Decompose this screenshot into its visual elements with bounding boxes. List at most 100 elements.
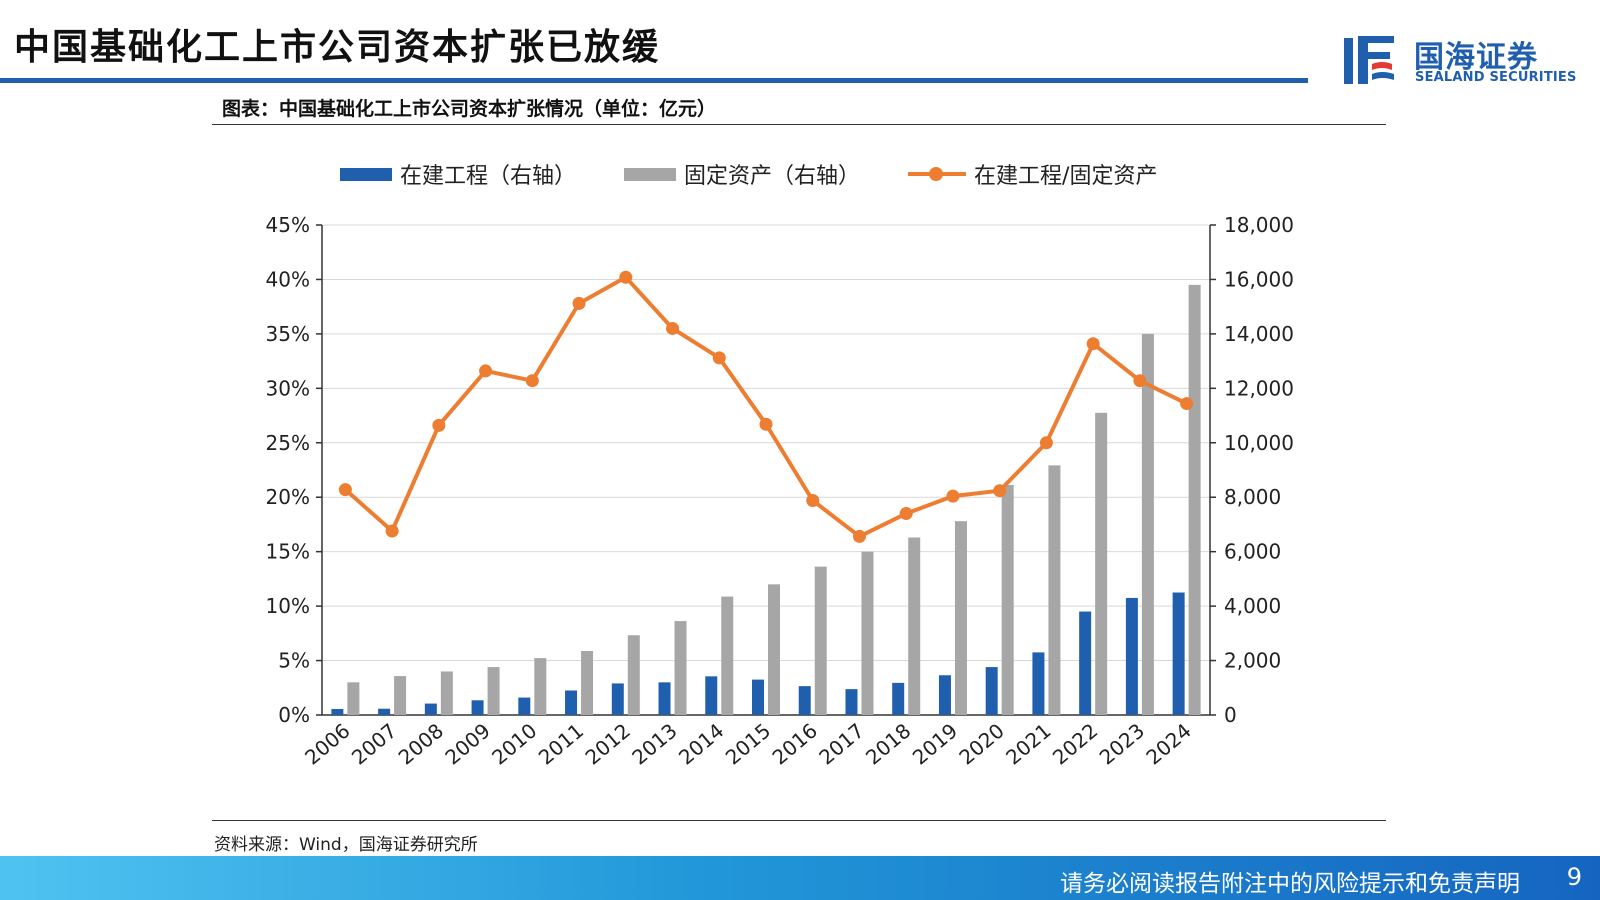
bar-construction <box>938 675 951 715</box>
bar-construction <box>1125 597 1138 715</box>
caption-divider <box>212 124 1386 125</box>
bar-fixed-assets <box>581 651 594 715</box>
footer-bar: 请务必阅读报告附注中的风险提示和免责声明 9 <box>0 856 1600 900</box>
x-axis-label: 2023 <box>1095 718 1149 769</box>
bar-construction <box>985 667 998 715</box>
ratio-point <box>946 489 960 503</box>
ratio-point <box>852 529 866 543</box>
bar-construction <box>611 683 624 715</box>
bar-fixed-assets <box>674 621 687 715</box>
bar-fixed-assets <box>1095 412 1108 715</box>
x-axis-label: 2020 <box>954 718 1008 769</box>
x-axis-label: 2022 <box>1048 718 1102 769</box>
right-axis-label: 14,000 <box>1224 322 1294 346</box>
ratio-point <box>619 270 633 284</box>
left-axis-label: 20% <box>266 485 310 509</box>
bar-construction <box>845 689 858 715</box>
bar-construction <box>658 682 671 715</box>
ratio-point <box>338 483 352 497</box>
right-axis-label: 4,000 <box>1224 594 1281 618</box>
bar-fixed-assets <box>394 676 407 715</box>
right-axis-label: 18,000 <box>1224 213 1294 237</box>
x-axis-label: 2017 <box>814 718 868 769</box>
bar-fixed-assets <box>1141 333 1154 715</box>
bar-construction <box>1079 611 1092 715</box>
legend-item-ratio: 在建工程/固定资产 <box>908 158 1157 190</box>
right-axis-label: 10,000 <box>1224 431 1294 455</box>
bar-fixed-assets <box>534 658 547 715</box>
right-axis-label: 16,000 <box>1224 267 1294 291</box>
page-number: 9 <box>1566 863 1582 891</box>
legend-swatch-construction <box>340 167 392 181</box>
bar-construction <box>424 703 437 715</box>
bar-fixed-assets <box>1188 284 1201 715</box>
ratio-point <box>1086 337 1100 351</box>
x-axis-label: 2015 <box>721 718 775 769</box>
x-axis-label: 2011 <box>534 718 588 769</box>
bar-fixed-assets <box>487 667 500 715</box>
bar-fixed-assets <box>861 551 874 715</box>
ratio-point <box>432 418 446 432</box>
bar-construction <box>798 686 811 715</box>
legend-item-fixed-assets: 固定资产（右轴） <box>624 158 860 190</box>
ratio-point <box>1133 374 1147 388</box>
source-note: 资料来源：Wind，国海证券研究所 <box>214 835 478 855</box>
ratio-point <box>806 493 820 507</box>
bar-fixed-assets <box>814 566 827 715</box>
bar-fixed-assets <box>768 584 780 715</box>
legend-swatch-fixed-assets <box>624 167 677 181</box>
left-axis-label: 30% <box>266 376 310 400</box>
ratio-point <box>666 321 680 335</box>
x-axis-label: 2009 <box>440 718 494 769</box>
left-axis-label: 35% <box>266 322 310 346</box>
left-axis-label: 25% <box>266 431 310 455</box>
legend-swatch-ratio <box>908 167 967 181</box>
x-axis-label: 2013 <box>627 718 681 769</box>
bar-fixed-assets <box>1001 484 1014 715</box>
left-axis-label: 5% <box>278 649 310 673</box>
right-axis-label: 12,000 <box>1224 376 1294 400</box>
bar-construction <box>565 690 578 715</box>
ratio-point <box>759 417 773 431</box>
bar-construction <box>705 676 718 715</box>
bar-fixed-assets <box>721 596 734 715</box>
bar-fixed-assets <box>908 537 921 715</box>
bar-construction <box>331 709 344 715</box>
ratio-point <box>1039 436 1053 450</box>
sealand-logo-icon <box>1344 36 1394 84</box>
ratio-point <box>572 296 586 310</box>
bar-fixed-assets <box>1048 465 1061 715</box>
right-axis-label: 6,000 <box>1224 540 1281 564</box>
company-logo: 国海证券 SEALAND SECURITIES <box>1342 28 1582 88</box>
ratio-point <box>479 364 493 378</box>
figure-caption: 图表：中国基础化工上市公司资本扩张情况（单位：亿元） <box>222 98 717 120</box>
x-axis-label: 2018 <box>861 718 915 769</box>
right-axis-label: 2,000 <box>1224 649 1281 673</box>
bar-fixed-assets <box>627 635 640 715</box>
chart-legend: 在建工程（右轴） 固定资产（右轴） 在建工程/固定资产 <box>340 156 1205 192</box>
right-axis-label: 8,000 <box>1224 485 1281 509</box>
bar-construction <box>752 679 764 715</box>
bar-fixed-assets <box>954 521 967 715</box>
x-axis-label: 2012 <box>581 718 635 769</box>
legend-item-construction: 在建工程（右轴） <box>340 158 576 190</box>
bar-construction <box>518 697 531 715</box>
left-axis-label: 45% <box>266 213 310 237</box>
left-axis-label: 15% <box>266 540 310 564</box>
bar-construction <box>892 682 905 715</box>
left-axis-label: 0% <box>278 703 310 727</box>
bar-construction <box>378 708 391 715</box>
right-axis-label: 0 <box>1224 703 1237 727</box>
x-axis-label: 2024 <box>1141 718 1195 769</box>
bar-fixed-assets <box>347 682 360 715</box>
capital-expansion-chart: 0% 0 5% 2,000 10% 4,000 15% 6,000 20% 8,000 25% 10,… <box>266 213 1294 770</box>
left-axis-label: 40% <box>266 267 310 291</box>
ratio-point <box>525 374 539 388</box>
legend-label-ratio: 在建工程/固定资产 <box>974 164 1158 189</box>
bar-construction <box>1172 592 1185 715</box>
left-axis-label: 10% <box>266 594 310 618</box>
legend-label-fixed-assets: 固定资产（右轴） <box>684 164 861 189</box>
ratio-point <box>1180 397 1194 411</box>
x-axis-label: 2016 <box>768 718 822 769</box>
logo-name-en: SEALAND SECURITIES <box>1415 70 1577 85</box>
